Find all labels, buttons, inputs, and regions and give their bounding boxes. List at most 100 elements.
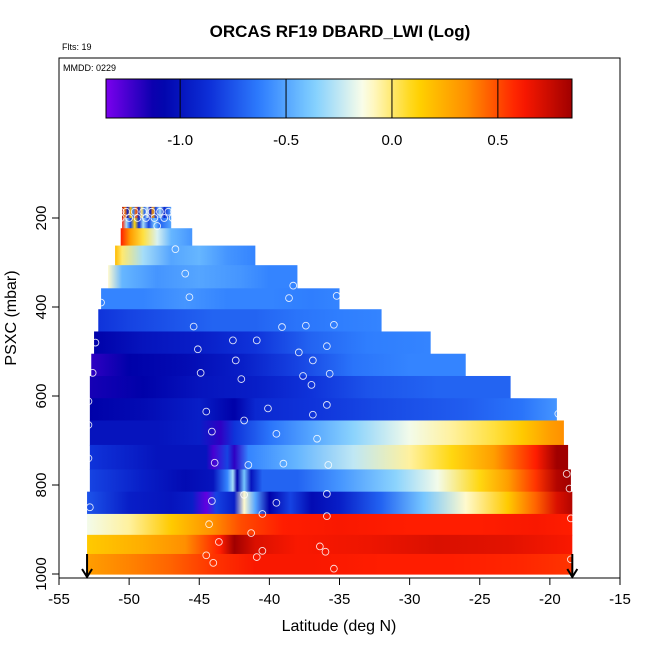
observation-point bbox=[562, 470, 571, 478]
observation-point bbox=[185, 293, 194, 302]
observation-point bbox=[272, 429, 281, 438]
observation-point bbox=[252, 336, 261, 345]
observation-point bbox=[125, 214, 133, 222]
observation-point bbox=[171, 245, 180, 254]
colorbar-tick-label: 0.5 bbox=[487, 132, 508, 149]
observation-point bbox=[567, 555, 575, 564]
observation-point bbox=[279, 459, 288, 468]
observation-point bbox=[210, 458, 219, 467]
observation-point bbox=[164, 207, 173, 216]
heatmap-row bbox=[101, 288, 340, 310]
observation-point bbox=[237, 375, 246, 383]
observation-point bbox=[91, 338, 100, 347]
observation-point bbox=[86, 503, 94, 512]
observation-point bbox=[240, 490, 248, 499]
observation-point bbox=[202, 551, 211, 560]
observation-point bbox=[332, 292, 341, 300]
x-tick-label: -30 bbox=[399, 591, 421, 608]
x-tick-label: -25 bbox=[469, 591, 491, 608]
chart-title: ORCAS RF19 DBARD_LWI (Log) bbox=[210, 22, 471, 41]
heatmap-row bbox=[120, 228, 193, 247]
observation-point bbox=[554, 409, 563, 418]
observation-point bbox=[168, 214, 177, 222]
x-tick-label: -45 bbox=[188, 591, 210, 608]
heatmap-row bbox=[87, 553, 573, 575]
observation-point bbox=[258, 510, 267, 518]
observation-point bbox=[229, 336, 237, 345]
observation-point bbox=[316, 542, 324, 551]
heatmap-row bbox=[115, 245, 256, 266]
observation-point bbox=[133, 214, 142, 222]
observation-point bbox=[567, 514, 575, 523]
observation-point bbox=[285, 294, 293, 302]
observation-point bbox=[208, 427, 216, 436]
colorbar-tick-label: -1.0 bbox=[167, 132, 193, 149]
observation-point bbox=[565, 484, 574, 493]
observation-point bbox=[264, 404, 272, 413]
observation-point bbox=[160, 214, 169, 222]
observation-point bbox=[330, 564, 338, 573]
y-tick-label: 800 bbox=[33, 472, 50, 497]
observation-points bbox=[84, 207, 575, 573]
observation-point bbox=[122, 207, 131, 216]
y-tick-label: 600 bbox=[33, 383, 50, 408]
observation-point bbox=[142, 214, 150, 222]
observation-point bbox=[215, 538, 223, 546]
observation-point bbox=[323, 490, 331, 498]
heatmap-row bbox=[94, 331, 431, 355]
observation-point bbox=[301, 321, 310, 330]
observation-point bbox=[323, 342, 331, 351]
x-axis: -55 -50 -45 -40 -35 -30 -25 -20 -15 bbox=[48, 578, 631, 608]
observation-point bbox=[205, 520, 213, 529]
observation-point bbox=[130, 207, 139, 216]
observation-point bbox=[84, 454, 93, 463]
observation-point bbox=[209, 559, 218, 567]
observation-point bbox=[84, 421, 93, 429]
colorbar-tick-label: -0.5 bbox=[273, 132, 299, 149]
observation-point bbox=[116, 214, 125, 222]
heatmap-row bbox=[91, 353, 466, 377]
heatmap-row bbox=[89, 469, 571, 493]
observation-point bbox=[231, 356, 240, 365]
observation-point bbox=[313, 434, 321, 443]
observation-point bbox=[289, 281, 298, 290]
y-axis: 200 400 600 800 1000 bbox=[33, 205, 59, 591]
colorbar-tick-label: 0.0 bbox=[382, 132, 403, 149]
observation-point bbox=[116, 207, 125, 216]
observation-point bbox=[244, 461, 253, 469]
colorbar-gradient bbox=[105, 78, 573, 119]
start-latitude-arrowhead bbox=[81, 568, 93, 579]
x-tick-label: -35 bbox=[329, 591, 351, 608]
heatmap-row bbox=[89, 375, 511, 399]
y-tick-label: 400 bbox=[33, 294, 50, 319]
x-tick-label: -50 bbox=[118, 591, 140, 608]
observation-point bbox=[150, 214, 159, 222]
heatmap bbox=[87, 206, 573, 575]
x-axis-label: Latitude (deg N) bbox=[282, 618, 397, 635]
x-tick-label: -15 bbox=[609, 591, 631, 608]
heatmap-row bbox=[89, 420, 564, 446]
x-tick-label: -40 bbox=[259, 591, 281, 608]
observation-point bbox=[97, 298, 105, 307]
observation-point bbox=[196, 369, 205, 377]
observation-point bbox=[309, 410, 317, 419]
observation-point bbox=[252, 553, 261, 561]
y-tick-label: 1000 bbox=[33, 557, 50, 590]
observation-point bbox=[278, 323, 286, 331]
heatmap-row bbox=[108, 265, 298, 289]
heatmap-row bbox=[122, 218, 172, 229]
observation-point bbox=[156, 207, 164, 216]
heatmap-row bbox=[89, 398, 557, 422]
observation-point bbox=[299, 372, 307, 380]
observation-point bbox=[258, 547, 267, 555]
heatmap-row bbox=[87, 534, 573, 555]
end-latitude-arrowhead bbox=[566, 568, 579, 579]
date-label: MMDD: 0229 bbox=[63, 63, 116, 73]
observation-point bbox=[307, 381, 316, 389]
observation-point bbox=[272, 498, 281, 507]
observation-point bbox=[325, 369, 334, 378]
x-tick-label: -55 bbox=[48, 591, 70, 608]
flight-markers bbox=[81, 554, 579, 579]
observation-point bbox=[323, 512, 331, 521]
